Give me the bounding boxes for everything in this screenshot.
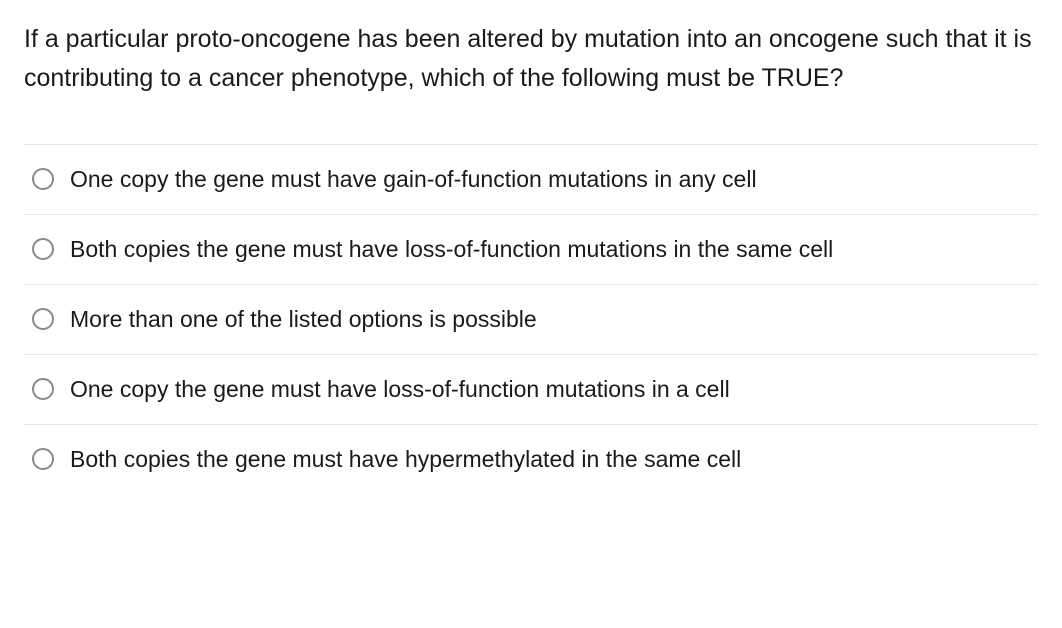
option-label: More than one of the listed options is p… [70,304,1030,335]
option-row[interactable]: Both copies the gene must have hypermeth… [24,424,1038,494]
radio-icon[interactable] [32,378,54,400]
option-row[interactable]: One copy the gene must have gain-of-func… [24,144,1038,214]
radio-icon[interactable] [32,238,54,260]
option-row[interactable]: More than one of the listed options is p… [24,284,1038,354]
option-row[interactable]: Both copies the gene must have loss-of-f… [24,214,1038,284]
option-label: One copy the gene must have gain-of-func… [70,164,1030,195]
option-row[interactable]: One copy the gene must have loss-of-func… [24,354,1038,424]
radio-icon[interactable] [32,448,54,470]
options-list: One copy the gene must have gain-of-func… [24,144,1038,494]
option-label: Both copies the gene must have loss-of-f… [70,234,1030,265]
radio-icon[interactable] [32,308,54,330]
option-label: Both copies the gene must have hypermeth… [70,444,1030,475]
radio-icon[interactable] [32,168,54,190]
question-text: If a particular proto-oncogene has been … [24,20,1038,98]
option-label: One copy the gene must have loss-of-func… [70,374,1030,405]
